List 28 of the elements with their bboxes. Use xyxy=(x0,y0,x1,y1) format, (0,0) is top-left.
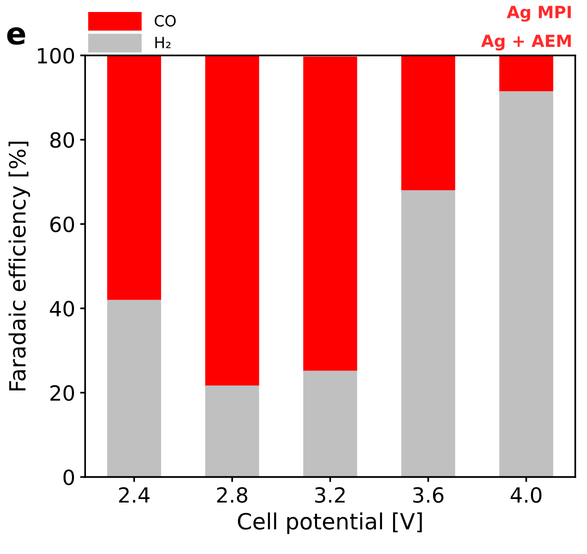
bar xyxy=(499,91,554,477)
bar xyxy=(303,370,358,477)
bar xyxy=(205,55,260,386)
y-tick-label: 40 xyxy=(50,300,74,317)
bar xyxy=(107,300,162,477)
x-tick-label: 3.2 xyxy=(315,487,345,503)
x-tick-label: 3.6 xyxy=(413,487,444,503)
y-tick-label: 60 xyxy=(50,216,74,232)
x-tick-label: 2.4 xyxy=(119,487,150,503)
bar xyxy=(499,55,554,92)
text: e xyxy=(7,27,26,45)
x-tick-label: 2.8 xyxy=(217,487,248,503)
text: Ag MPI xyxy=(506,6,571,22)
y-tick-label: 100 xyxy=(38,48,74,64)
x-tick-label: 4.0 xyxy=(510,487,542,503)
y-tick-label: 0 xyxy=(64,469,74,486)
bar xyxy=(401,190,456,477)
y-tick-label: 80 xyxy=(50,132,74,148)
text: Ag + AEM xyxy=(481,34,571,50)
x-axis-title: Cell potential [V] xyxy=(238,512,422,534)
legend-label: H₂ xyxy=(155,36,171,48)
legend-label: CO xyxy=(154,15,176,27)
bar xyxy=(303,56,358,371)
bar xyxy=(107,55,162,300)
y-axis-title: Faradaic efficiency [%] xyxy=(8,142,30,390)
y-tick-label: 20 xyxy=(50,385,74,401)
bar xyxy=(205,386,260,477)
bar xyxy=(401,55,456,190)
